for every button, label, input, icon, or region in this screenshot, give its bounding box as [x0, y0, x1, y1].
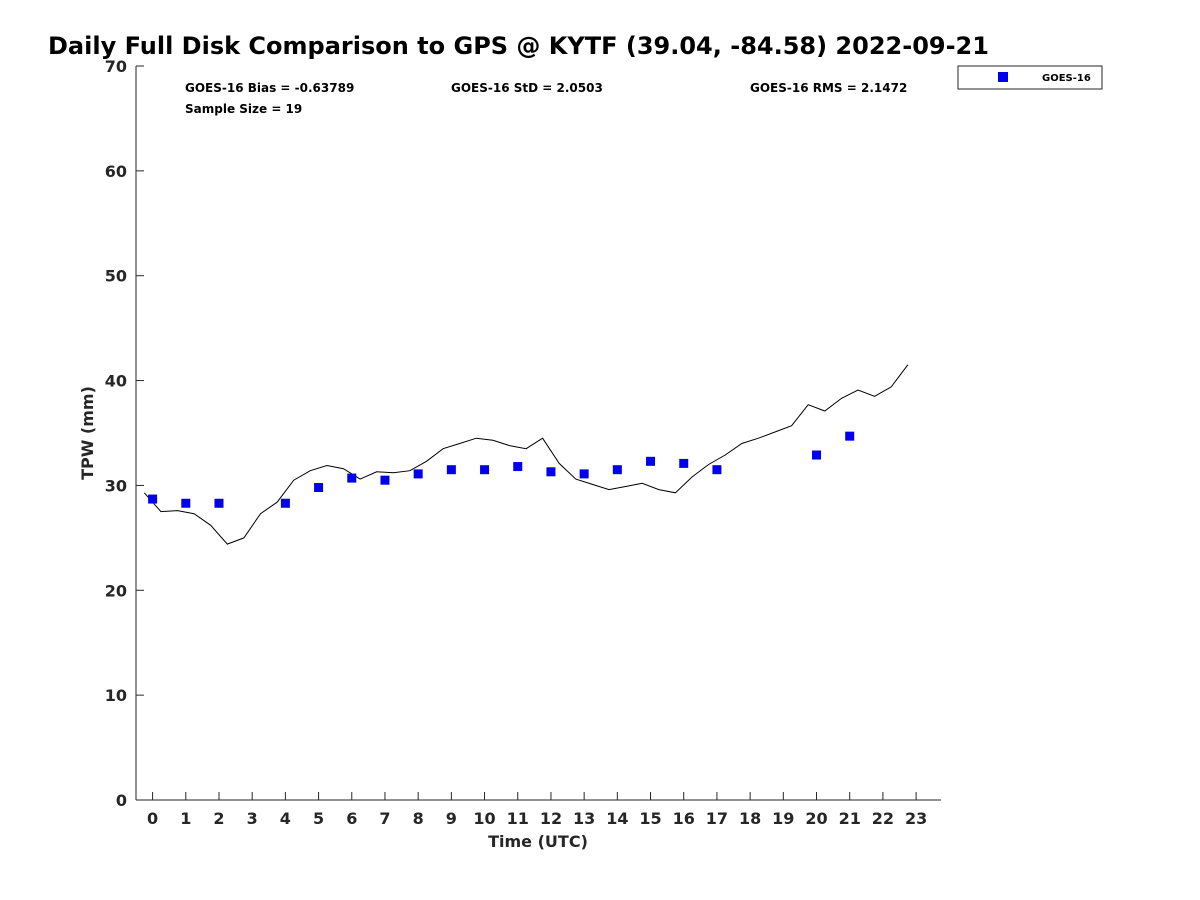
x-tick-label-12: 12 — [540, 809, 562, 828]
x-tick-label-0: 0 — [147, 809, 158, 828]
x-tick-label-10: 10 — [473, 809, 495, 828]
x-tick-label-21: 21 — [839, 809, 861, 828]
y-tick-label-40: 40 — [105, 372, 127, 391]
x-tick-label-5: 5 — [313, 809, 324, 828]
x-tick-label-1: 1 — [180, 809, 191, 828]
x-tick-label-3: 3 — [247, 809, 258, 828]
goes16-point-10 — [513, 462, 523, 472]
goes16-point-18 — [845, 431, 855, 441]
goes16-point-14 — [646, 456, 656, 466]
goes16-point-8 — [446, 465, 456, 475]
y-tick-label-70: 70 — [105, 57, 127, 76]
gps-tpw-line — [143, 364, 909, 545]
y-tick-label-10: 10 — [105, 686, 127, 705]
goes16-point-4 — [314, 483, 324, 493]
goes16-point-1 — [181, 498, 191, 508]
x-tick-label-16: 16 — [673, 809, 695, 828]
y-tick-label-0: 0 — [116, 791, 127, 810]
y-tick-label-60: 60 — [105, 162, 127, 181]
x-tick-label-6: 6 — [346, 809, 357, 828]
std-stat: GOES-16 StD = 2.0503 — [451, 81, 603, 95]
x-tick-label-13: 13 — [573, 809, 595, 828]
y-tick-label-50: 50 — [105, 267, 127, 286]
y-axis-ticks: 0 10 20 30 40 50 60 70 — [105, 57, 144, 810]
y-tick-label-30: 30 — [105, 476, 127, 495]
goes16-point-13 — [612, 465, 622, 475]
goes16-point-6 — [380, 475, 390, 485]
x-tick-label-22: 22 — [872, 809, 894, 828]
goes16-point-12 — [579, 469, 589, 479]
x-tick-label-14: 14 — [606, 809, 628, 828]
rms-stat: GOES-16 RMS = 2.1472 — [750, 81, 907, 95]
x-tick-label-2: 2 — [213, 809, 224, 828]
x-tick-label-17: 17 — [706, 809, 728, 828]
plot-frame — [135, 66, 941, 801]
goes16-point-2 — [214, 498, 224, 508]
gps-line-series — [143, 364, 909, 545]
y-tick-label-20: 20 — [105, 581, 127, 600]
goes16-point-0 — [148, 494, 158, 504]
goes16-point-17 — [812, 450, 822, 460]
bias-stat: GOES-16 Bias = -0.63789 — [185, 81, 354, 95]
legend-box — [957, 65, 1103, 90]
x-tick-label-11: 11 — [507, 809, 529, 828]
x-tick-label-8: 8 — [413, 809, 424, 828]
legend-goes16-label: GOES-16 — [1042, 73, 1091, 84]
goes16-point-9 — [480, 465, 490, 475]
goes16-point-16 — [712, 465, 722, 475]
sample-size-stat: Sample Size = 19 — [185, 102, 302, 116]
x-tick-label-20: 20 — [805, 809, 827, 828]
goes16-point-11 — [546, 467, 556, 477]
x-tick-label-4: 4 — [280, 809, 291, 828]
stats-annotations: GOES-16 Bias = -0.63789 GOES-16 StD = 2.… — [185, 81, 907, 116]
x-axis-ticks: 0 1 2 3 4 5 6 7 8 9 10 11 12 13 14 15 16 17 18 19 20 21 22 23 — [147, 792, 927, 828]
chart-title: Daily Full Disk Comparison to GPS @ KYTF… — [48, 32, 989, 60]
x-axis-label: Time (UTC) — [488, 832, 588, 851]
x-tick-label-23: 23 — [905, 809, 927, 828]
x-tick-label-7: 7 — [379, 809, 390, 828]
x-tick-label-18: 18 — [739, 809, 761, 828]
x-tick-label-9: 9 — [446, 809, 457, 828]
legend: GOES-16 — [957, 65, 1103, 90]
goes16-point-15 — [679, 458, 689, 468]
goes16-points-series — [148, 431, 855, 508]
x-tick-label-15: 15 — [639, 809, 661, 828]
goes16-point-7 — [413, 469, 423, 479]
y-axis-label: TPW (mm) — [78, 386, 97, 480]
legend-goes16-marker — [998, 72, 1008, 82]
goes16-point-3 — [280, 498, 290, 508]
x-tick-label-19: 19 — [772, 809, 794, 828]
goes16-point-5 — [347, 473, 357, 483]
